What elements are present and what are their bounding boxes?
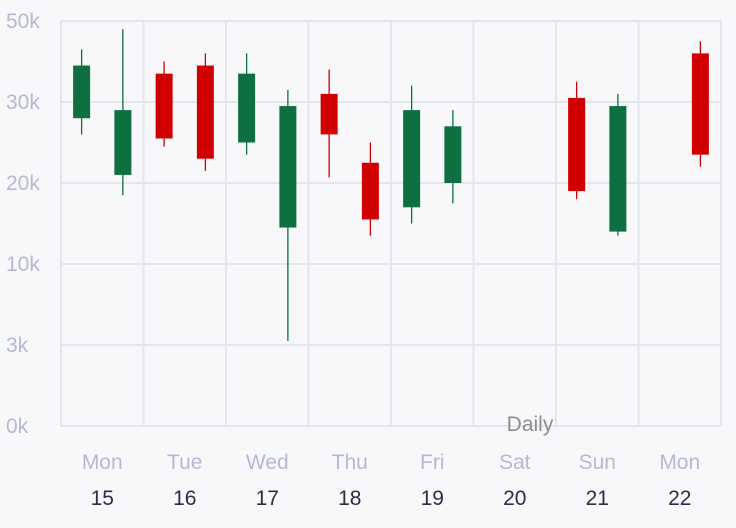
candle	[238, 53, 256, 155]
candle	[403, 85, 421, 224]
candle-body	[361, 162, 379, 220]
candle	[444, 110, 462, 204]
x-axis: Mon 15 Tue 16 Wed 17 Thu 18 Fri 19 Sat 20 Sun 21 Mon 22	[82, 451, 700, 510]
candle-body	[155, 73, 173, 139]
candle	[609, 93, 627, 236]
candle-body	[568, 97, 586, 192]
grid	[60, 20, 722, 427]
y-tick-label: 30k	[6, 91, 40, 114]
y-axis: 0k 3k 10k 20k 30k 50k	[6, 10, 40, 438]
candle	[361, 142, 379, 236]
x-tick-day: Sun	[579, 451, 616, 474]
y-tick-label: 20k	[6, 172, 40, 195]
candle-body	[279, 106, 297, 228]
x-tick-date: 16	[173, 487, 196, 510]
x-tick-day: Mon	[659, 451, 700, 474]
candle-body	[691, 53, 709, 155]
y-tick-label: 0k	[6, 415, 29, 438]
candle-body	[73, 65, 91, 119]
candle	[691, 41, 709, 167]
y-tick-label: 50k	[6, 10, 40, 33]
x-tick-date: 21	[586, 487, 609, 510]
candle	[73, 49, 91, 135]
x-tick-day: Mon	[82, 451, 123, 474]
x-tick-day: Sat	[499, 451, 531, 474]
x-axis-title: Daily	[507, 413, 554, 436]
candle-body	[196, 65, 214, 159]
y-tick-label: 3k	[6, 334, 29, 357]
candle	[155, 61, 173, 147]
x-tick-date: 15	[91, 487, 114, 510]
x-tick-date: 18	[338, 487, 361, 510]
candle	[279, 89, 297, 341]
y-tick-label: 10k	[6, 253, 40, 276]
candle-body	[320, 93, 338, 135]
candle	[114, 29, 132, 196]
x-tick-day: Wed	[246, 451, 289, 474]
x-tick-day: Thu	[332, 451, 368, 474]
candle-body	[238, 73, 256, 143]
x-tick-day: Tue	[167, 451, 202, 474]
candle-body	[114, 110, 132, 175]
x-tick-date: 17	[256, 487, 279, 510]
candle	[320, 69, 338, 178]
candles	[73, 29, 709, 341]
x-tick-date: 22	[668, 487, 691, 510]
candle-body	[403, 110, 421, 208]
candle	[196, 53, 214, 171]
x-tick-date: 20	[503, 487, 526, 510]
x-tick-day: Fri	[420, 451, 445, 474]
candle-body	[444, 126, 462, 183]
candle-body	[609, 106, 627, 232]
x-tick-date: 19	[421, 487, 444, 510]
candle	[568, 81, 586, 200]
